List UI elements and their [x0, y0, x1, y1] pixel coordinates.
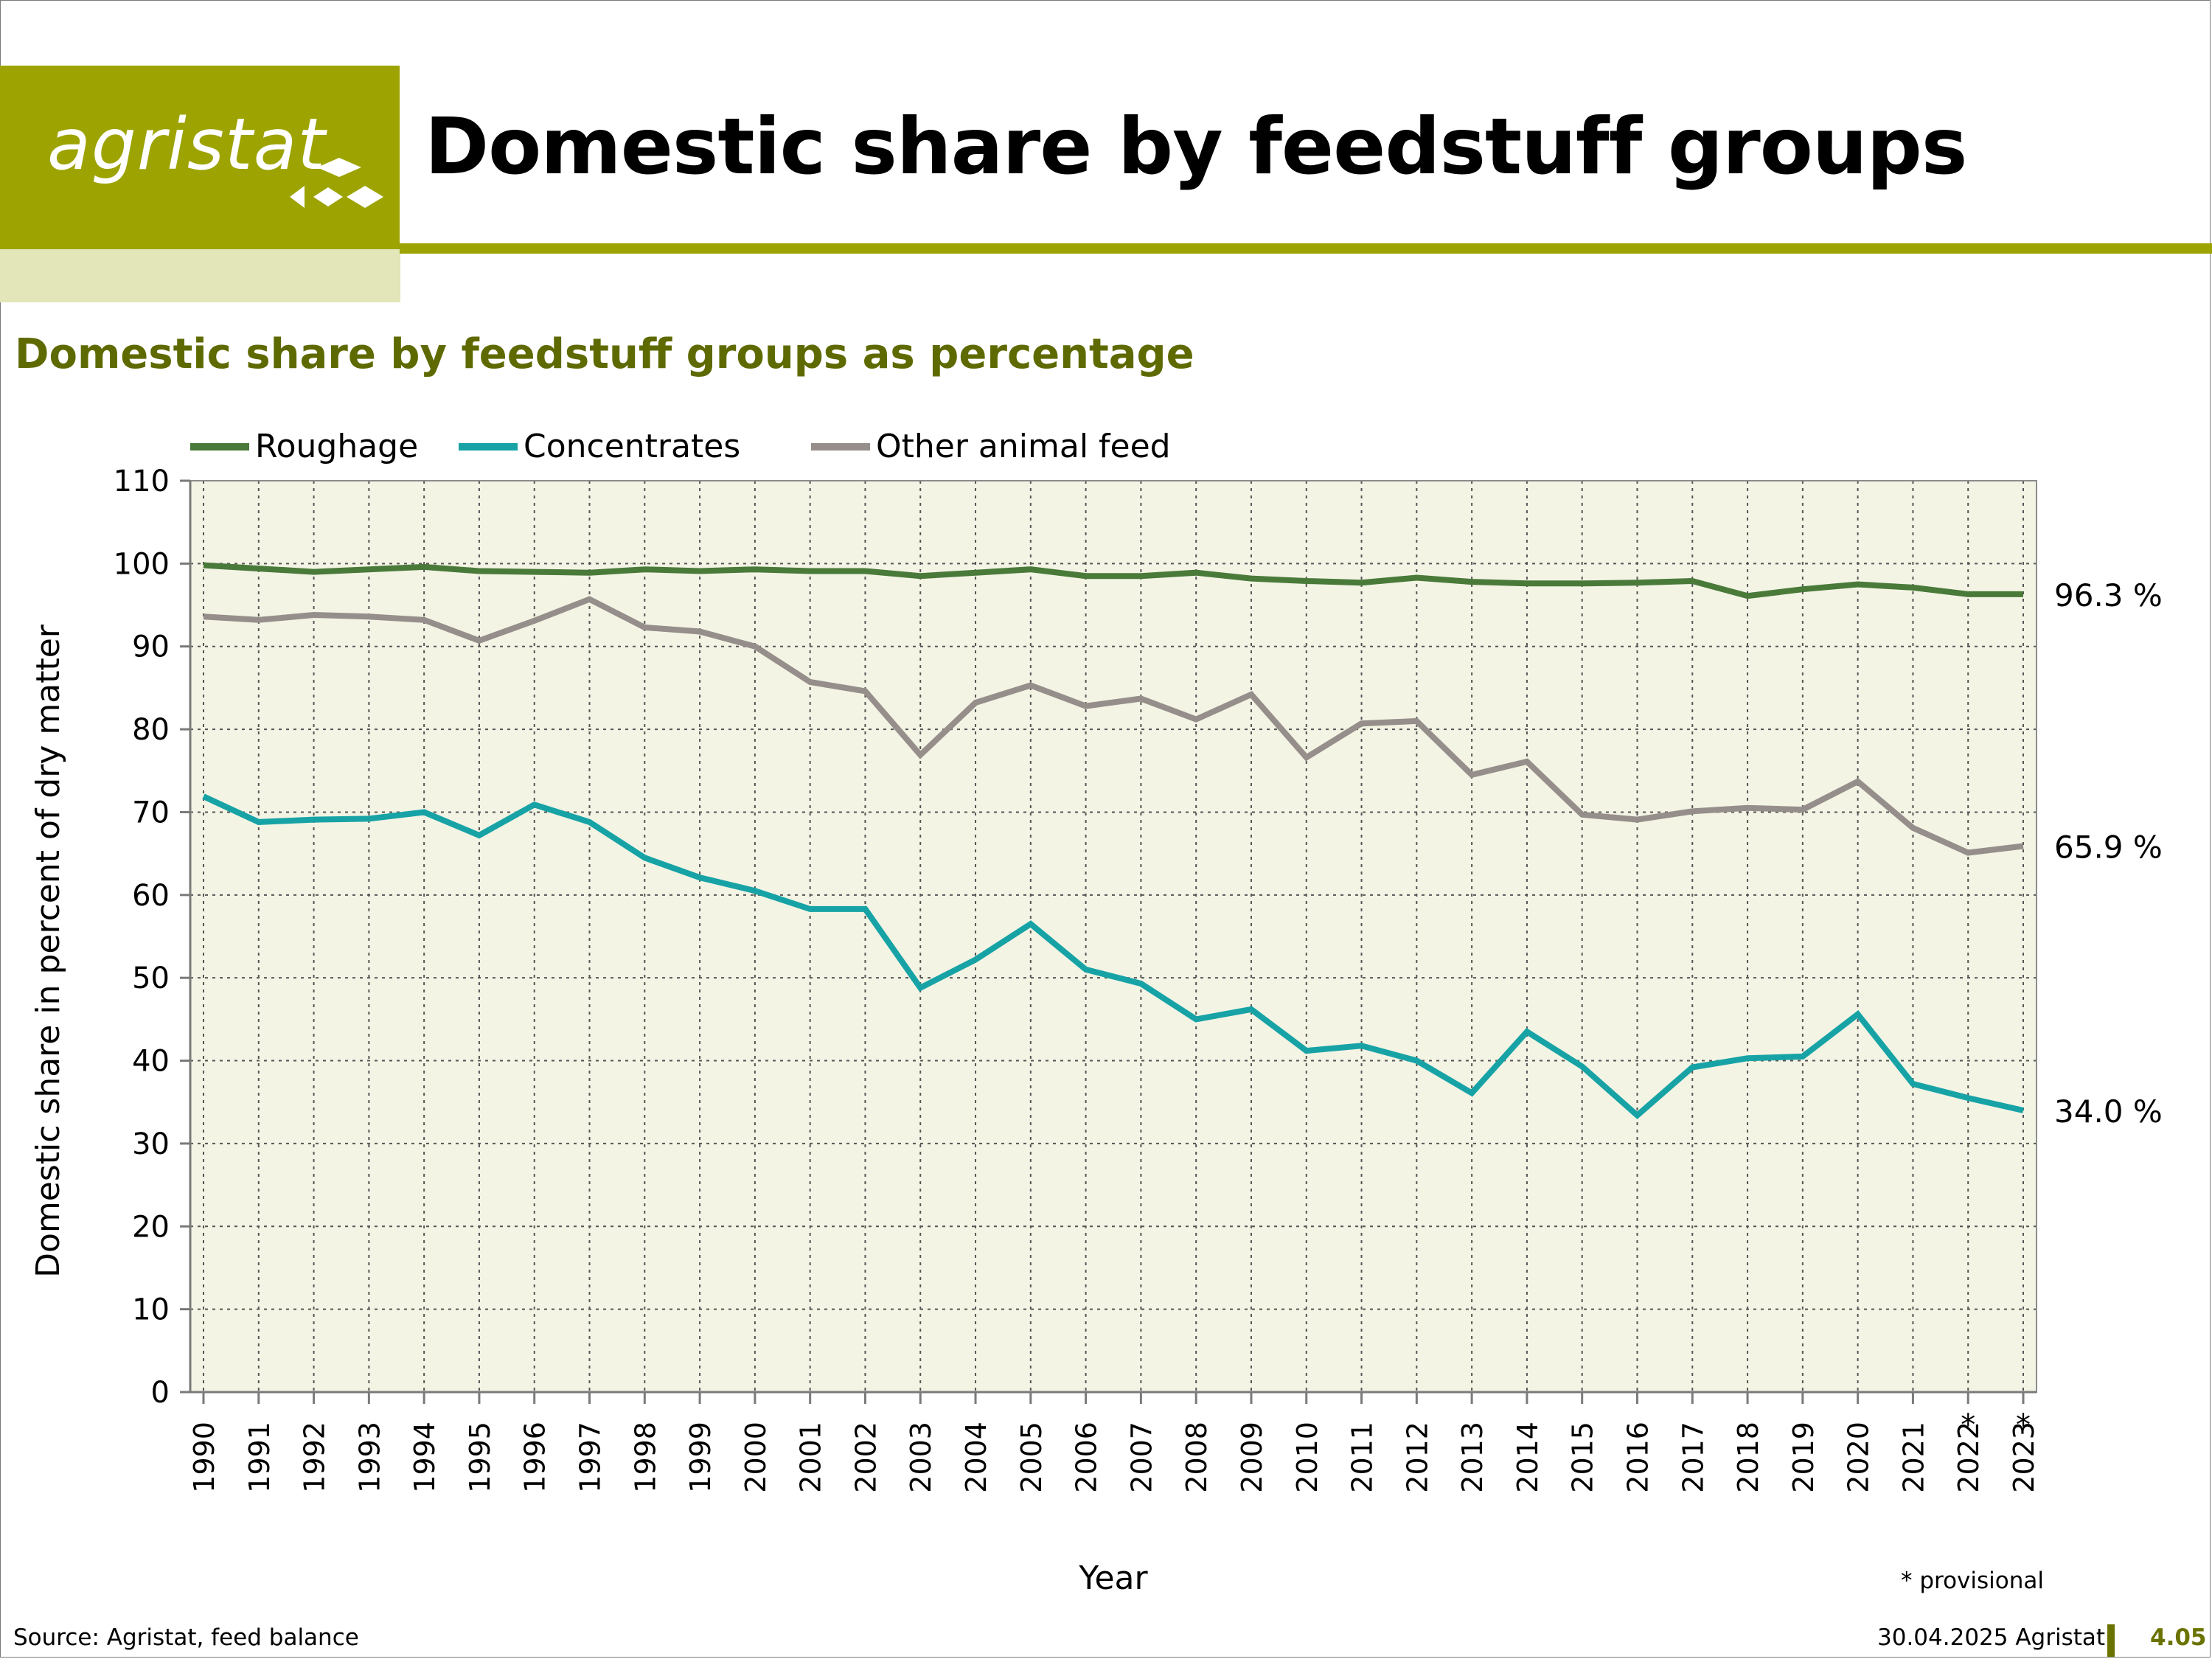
- agristat-logo: agristat: [47, 103, 327, 186]
- provisional-marker: *: [1961, 1408, 1975, 1442]
- page-title: Domestic share by feedstuff groups: [425, 102, 1967, 192]
- x-tick-label: 2020: [1843, 1422, 1875, 1493]
- x-tick-label: 2003: [905, 1422, 937, 1493]
- x-tick-label: 2017: [1677, 1422, 1709, 1493]
- y-tick-label: 90: [132, 630, 170, 664]
- x-tick-label: 2022: [1952, 1422, 1985, 1493]
- x-tick-label: 2023: [2008, 1422, 2040, 1493]
- x-tick-label: 1990: [188, 1422, 220, 1493]
- y-tick-label: 70: [132, 796, 170, 830]
- x-tick-label: 2006: [1071, 1422, 1103, 1493]
- y-tick-label: 20: [132, 1210, 170, 1244]
- legend-label: Other animal feed: [876, 428, 1171, 465]
- x-tick-label: 2010: [1291, 1422, 1324, 1493]
- x-tick-label: 2012: [1401, 1422, 1433, 1493]
- x-tick-label: 2008: [1180, 1422, 1213, 1493]
- x-tick-label: 2000: [740, 1422, 772, 1493]
- x-tick-label: 1991: [243, 1422, 276, 1493]
- end-value-label: 65.9 %: [2054, 830, 2163, 866]
- series-line-concentrates: [202, 793, 2024, 1120]
- x-tick-label: 2009: [1236, 1422, 1268, 1493]
- x-tick-label: 2007: [1125, 1422, 1158, 1493]
- footer-divider: [2107, 1624, 2115, 1657]
- x-tick-label: 2018: [1732, 1422, 1764, 1493]
- y-tick-label: 10: [132, 1293, 170, 1327]
- provisional-marker: *: [2016, 1408, 2031, 1442]
- x-tick-label: 1997: [574, 1422, 607, 1493]
- x-tick-label: 1992: [299, 1422, 331, 1493]
- x-tick-label: 2011: [1346, 1422, 1379, 1493]
- x-tick-label: 1996: [519, 1422, 552, 1493]
- page-number: 4.05: [2150, 1624, 2207, 1651]
- x-tick-label: 2002: [849, 1422, 882, 1493]
- title-rule: [400, 243, 2212, 254]
- x-tick-label: 1994: [408, 1422, 441, 1493]
- y-tick-label: 40: [132, 1045, 170, 1079]
- x-tick-label: 2013: [1456, 1422, 1489, 1493]
- end-value-label: 34.0 %: [2054, 1093, 2163, 1130]
- x-tick-label: 1993: [353, 1422, 386, 1493]
- end-value-label: 96.3 %: [2054, 577, 2163, 613]
- x-tick-label: 2004: [960, 1422, 992, 1493]
- series-line-roughage: [203, 562, 2023, 599]
- x-tick-label: 2016: [1621, 1422, 1654, 1493]
- logo-diamond-icon: [290, 158, 383, 208]
- source-note: Source: Agristat, feed balance: [13, 1624, 359, 1651]
- x-tick-label: 2015: [1567, 1422, 1599, 1493]
- provisional-note: * provisional: [1901, 1568, 2045, 1594]
- x-tick-label: 1995: [464, 1422, 496, 1493]
- x-tick-label: 1998: [629, 1422, 661, 1493]
- legend-label: Roughage: [255, 428, 418, 465]
- y-tick-label: 60: [132, 879, 170, 913]
- x-tick-label: 2005: [1015, 1422, 1048, 1493]
- y-tick-label: 80: [132, 713, 170, 747]
- x-tick-label: 2019: [1787, 1422, 1820, 1493]
- y-tick-label: 50: [132, 961, 170, 995]
- plot-area: [190, 481, 2037, 1392]
- y-axis-label: Domestic share in percent of dry matter: [29, 624, 67, 1278]
- x-tick-label: 2014: [1512, 1422, 1544, 1493]
- logo-band: [0, 249, 400, 302]
- x-axis-label: Year: [1078, 1559, 1148, 1597]
- y-tick-label: 100: [114, 547, 170, 581]
- legend-label: Concentrates: [524, 428, 740, 465]
- footer-date: 30.04.2025 Agristat: [1877, 1624, 2106, 1651]
- logo-block: [0, 66, 400, 249]
- x-tick-label: 2001: [795, 1422, 827, 1493]
- x-tick-label: 2021: [1897, 1422, 1930, 1493]
- series-line-other-animal-feed: [203, 596, 2024, 856]
- y-tick-label: 30: [132, 1127, 170, 1161]
- y-tick-label: 110: [114, 465, 170, 498]
- y-tick-label: 0: [151, 1376, 170, 1410]
- chart-subtitle: Domestic share by feedstuff groups as pe…: [15, 330, 1194, 378]
- x-tick-label: 1999: [684, 1422, 717, 1493]
